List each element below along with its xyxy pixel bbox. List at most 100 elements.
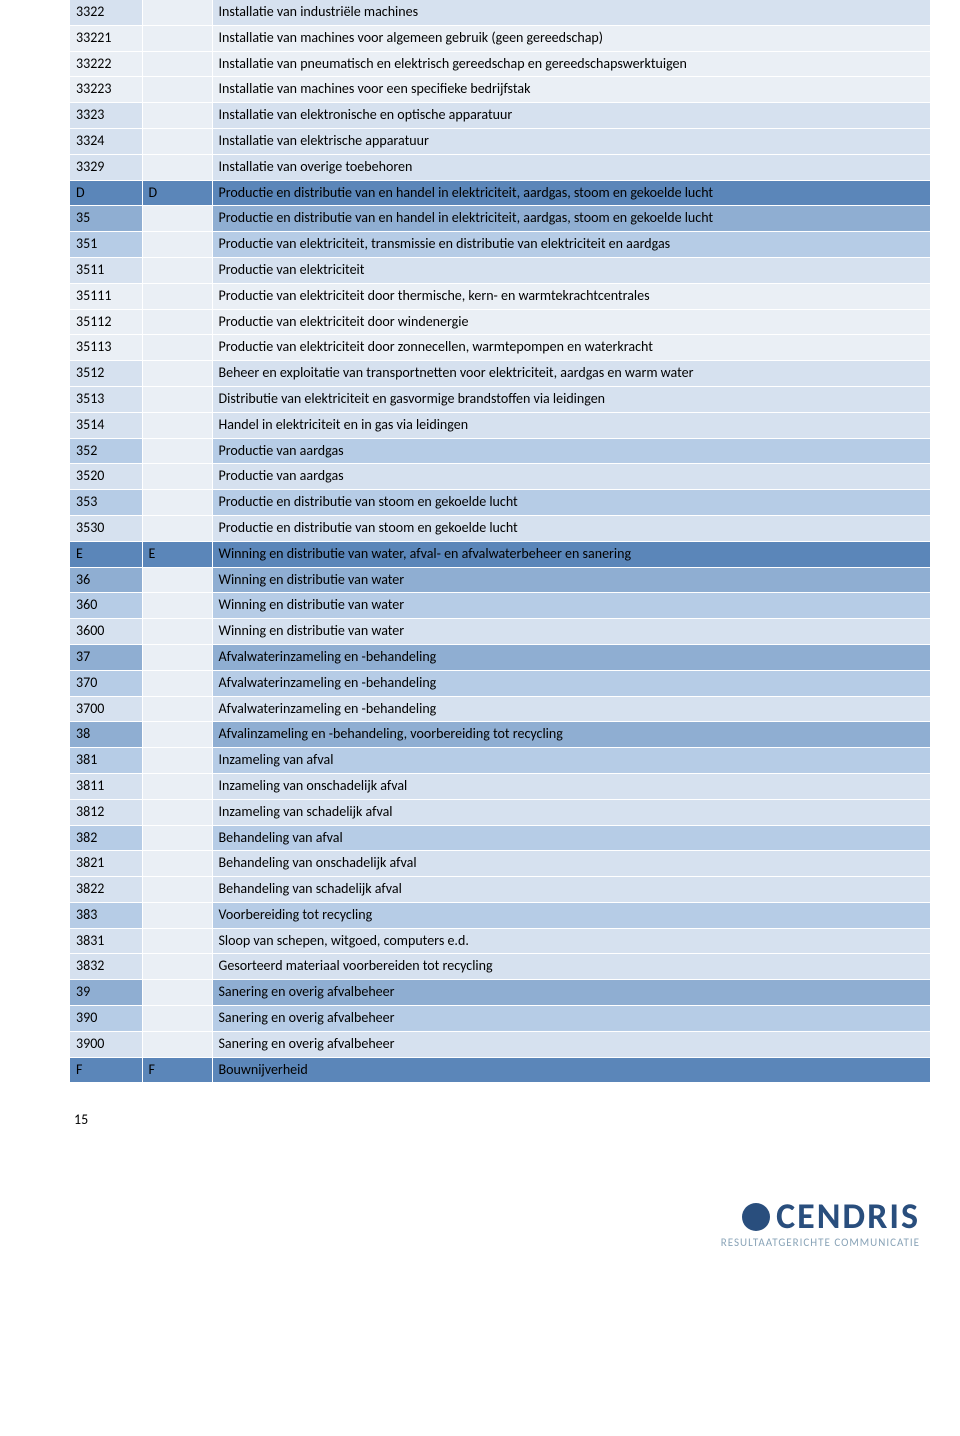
desc-cell: Winning en distributie van water, afval-… <box>212 541 930 567</box>
desc-cell: Bouwnijverheid <box>212 1057 930 1083</box>
desc-cell: Inzameling van afval <box>212 748 930 774</box>
col2-cell: D <box>142 180 212 206</box>
logo-tagline: RESULTAATGERICHTE COMMUNICATIE <box>721 1236 920 1249</box>
col2-cell <box>142 696 212 722</box>
page-content: 3322Installatie van industriële machines… <box>0 0 960 1128</box>
code-cell: 3513 <box>70 386 142 412</box>
table-row: 3811Inzameling van onschadelijk afval <box>70 773 930 799</box>
code-cell: 33222 <box>70 51 142 77</box>
code-cell: 360 <box>70 593 142 619</box>
code-cell: 3322 <box>70 0 142 25</box>
code-cell: 35113 <box>70 335 142 361</box>
table-row: 3832 Gesorteerd materiaal voorbereiden to… <box>70 954 930 980</box>
col2-cell <box>142 206 212 232</box>
code-cell: 3831 <box>70 928 142 954</box>
code-cell: 3512 <box>70 361 142 387</box>
desc-cell: Afvalwaterinzameling en -behandeling <box>212 644 930 670</box>
col2-cell <box>142 1031 212 1057</box>
code-cell: F <box>70 1057 142 1083</box>
desc-cell: Behandeling van schadelijk afval <box>212 877 930 903</box>
desc-cell: Productie van elektriciteit door windene… <box>212 309 930 335</box>
col2-cell <box>142 25 212 51</box>
code-cell: 39 <box>70 980 142 1006</box>
code-cell: 3511 <box>70 257 142 283</box>
col2-cell: E <box>142 541 212 567</box>
code-cell: 37 <box>70 644 142 670</box>
col2-cell <box>142 567 212 593</box>
desc-cell: Sloop van schepen, witgoed, computers e.… <box>212 928 930 954</box>
desc-cell: Winning en distributie van water <box>212 593 930 619</box>
table-row: 3822 Behandeling van schadelijk afval <box>70 877 930 903</box>
desc-cell: Installatie van machines voor algemeen g… <box>212 25 930 51</box>
desc-cell: Afvalwaterinzameling en -behandeling <box>212 670 930 696</box>
col2-cell <box>142 77 212 103</box>
table-row: 3520Productie van aardgas <box>70 464 930 490</box>
table-row: 360 Winning en distributie van water <box>70 593 930 619</box>
table-row: 370Afvalwaterinzameling en -behandeling <box>70 670 930 696</box>
col2-cell <box>142 232 212 258</box>
table-row: 3831 Sloop van schepen, witgoed, computer… <box>70 928 930 954</box>
col2-cell <box>142 0 212 25</box>
desc-cell: Productie en distributie van en handel i… <box>212 180 930 206</box>
col2-cell <box>142 335 212 361</box>
table-row: 390Sanering en overig afvalbeheer <box>70 1006 930 1032</box>
code-cell: 351 <box>70 232 142 258</box>
desc-cell: Gesorteerd materiaal voorbereiden tot re… <box>212 954 930 980</box>
desc-cell: Behandeling van afval <box>212 825 930 851</box>
code-cell: 38 <box>70 722 142 748</box>
col2-cell <box>142 980 212 1006</box>
col2-cell <box>142 154 212 180</box>
table-row: 3324Installatie van elektrische apparatu… <box>70 128 930 154</box>
col2-cell <box>142 902 212 928</box>
table-row: 38 Afvalinzameling en -behandeling, voorb… <box>70 722 930 748</box>
desc-cell: Distributie van elektriciteit en gasvorm… <box>212 386 930 412</box>
code-cell: 382 <box>70 825 142 851</box>
desc-cell: Installatie van pneumatisch en elektrisc… <box>212 51 930 77</box>
table-row: 383Voorbereiding tot recycling <box>70 902 930 928</box>
col2-cell: F <box>142 1057 212 1083</box>
desc-cell: Winning en distributie van water <box>212 567 930 593</box>
code-cell: 3822 <box>70 877 142 903</box>
code-cell: 3530 <box>70 515 142 541</box>
desc-cell: Winning en distributie van water <box>212 619 930 645</box>
col2-cell <box>142 257 212 283</box>
col2-cell <box>142 361 212 387</box>
col2-cell <box>142 412 212 438</box>
code-cell: D <box>70 180 142 206</box>
desc-cell: Installatie van machines voor een specif… <box>212 77 930 103</box>
logo-text: CENDRIS <box>776 1198 920 1234</box>
logo-dot-icon <box>742 1203 770 1231</box>
code-cell: 3323 <box>70 103 142 129</box>
desc-cell: Productie van aardgas <box>212 438 930 464</box>
code-cell: 3329 <box>70 154 142 180</box>
desc-cell: Afvalinzameling en -behandeling, voorber… <box>212 722 930 748</box>
page-number: 15 <box>74 1111 930 1128</box>
table-row: 3514Handel in elektriciteit en in gas vi… <box>70 412 930 438</box>
code-cell: 3832 <box>70 954 142 980</box>
table-row: 3600Winning en distributie van water <box>70 619 930 645</box>
table-row: 39Sanering en overig afvalbeheer <box>70 980 930 1006</box>
table-row: 3513 Distributie van elektriciteit en gas… <box>70 386 930 412</box>
desc-cell: Productie van elektriciteit <box>212 257 930 283</box>
table-row: 3700Afvalwaterinzameling en -behandeling <box>70 696 930 722</box>
table-row: DDProductie en distributie van en handel… <box>70 180 930 206</box>
col2-cell <box>142 748 212 774</box>
desc-cell: Installatie van elektronische en optisch… <box>212 103 930 129</box>
logo: CENDRIS RESULTAATGERICHTE COMMUNICATIE <box>721 1198 920 1249</box>
desc-cell: Productie en distributie van stoom en ge… <box>212 515 930 541</box>
col2-cell <box>142 51 212 77</box>
code-cell: 3700 <box>70 696 142 722</box>
code-cell: 3324 <box>70 128 142 154</box>
table-row: EEWinning en distributie van water, afva… <box>70 541 930 567</box>
table-row: 3900Sanering en overig afvalbeheer <box>70 1031 930 1057</box>
code-cell: 33221 <box>70 25 142 51</box>
code-cell: 352 <box>70 438 142 464</box>
table-row: 35113Productie van elektriciteit door zo… <box>70 335 930 361</box>
col2-cell <box>142 722 212 748</box>
table-row: 3812Inzameling van schadelijk afval <box>70 799 930 825</box>
table-row: 3323 Installatie van elektronische en opt… <box>70 103 930 129</box>
table-row: 353Productie en distributie van stoom en… <box>70 490 930 516</box>
col2-cell <box>142 386 212 412</box>
code-cell: 3900 <box>70 1031 142 1057</box>
col2-cell <box>142 490 212 516</box>
